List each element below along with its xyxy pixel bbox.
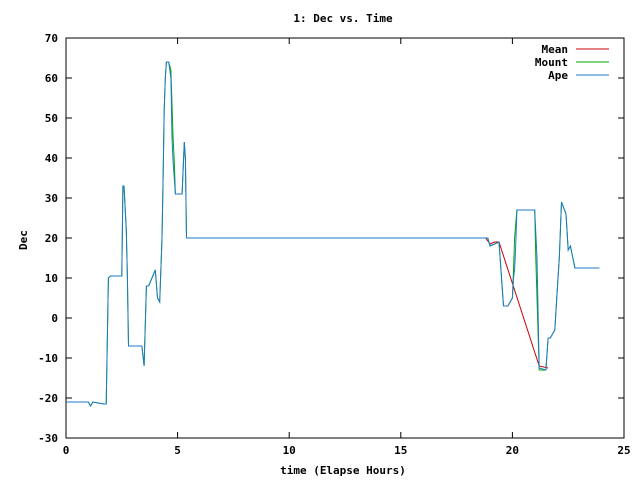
y-tick-label: -10: [38, 352, 58, 365]
y-tick-label: -30: [38, 432, 58, 445]
legend-label: Mount: [535, 56, 568, 69]
y-tick-label: 30: [45, 192, 58, 205]
y-tick-label: 40: [45, 152, 58, 165]
x-tick-label: 15: [394, 444, 407, 457]
y-tick-label: 60: [45, 72, 58, 85]
y-tick-label: 10: [45, 272, 58, 285]
y-tick-label: 50: [45, 112, 58, 125]
y-tick-label: 20: [45, 232, 58, 245]
chart-title: 1: Dec vs. Time: [293, 12, 393, 25]
y-tick-label: 70: [45, 32, 58, 45]
legend-label: Ape: [548, 69, 568, 82]
x-tick-label: 5: [174, 444, 181, 457]
x-tick-label: 20: [506, 444, 519, 457]
series-line-ape: [66, 61, 600, 408]
x-tick-label: 10: [283, 444, 296, 457]
x-tick-label: 0: [63, 444, 70, 457]
y-axis-label: Dec: [17, 230, 30, 250]
y-tick-label: -20: [38, 392, 58, 405]
axis-ticks: 0 5 10 15 20 25 -30 -20 -10 0 10 20 30 40 50 60 70: [38, 32, 631, 457]
x-tick-label: 25: [617, 444, 630, 457]
legend-label: Mean: [542, 43, 569, 56]
y-tick-label: 0: [51, 312, 58, 325]
series-layer: [66, 61, 600, 408]
x-axis-label: time (Elapse Hours): [280, 464, 406, 477]
